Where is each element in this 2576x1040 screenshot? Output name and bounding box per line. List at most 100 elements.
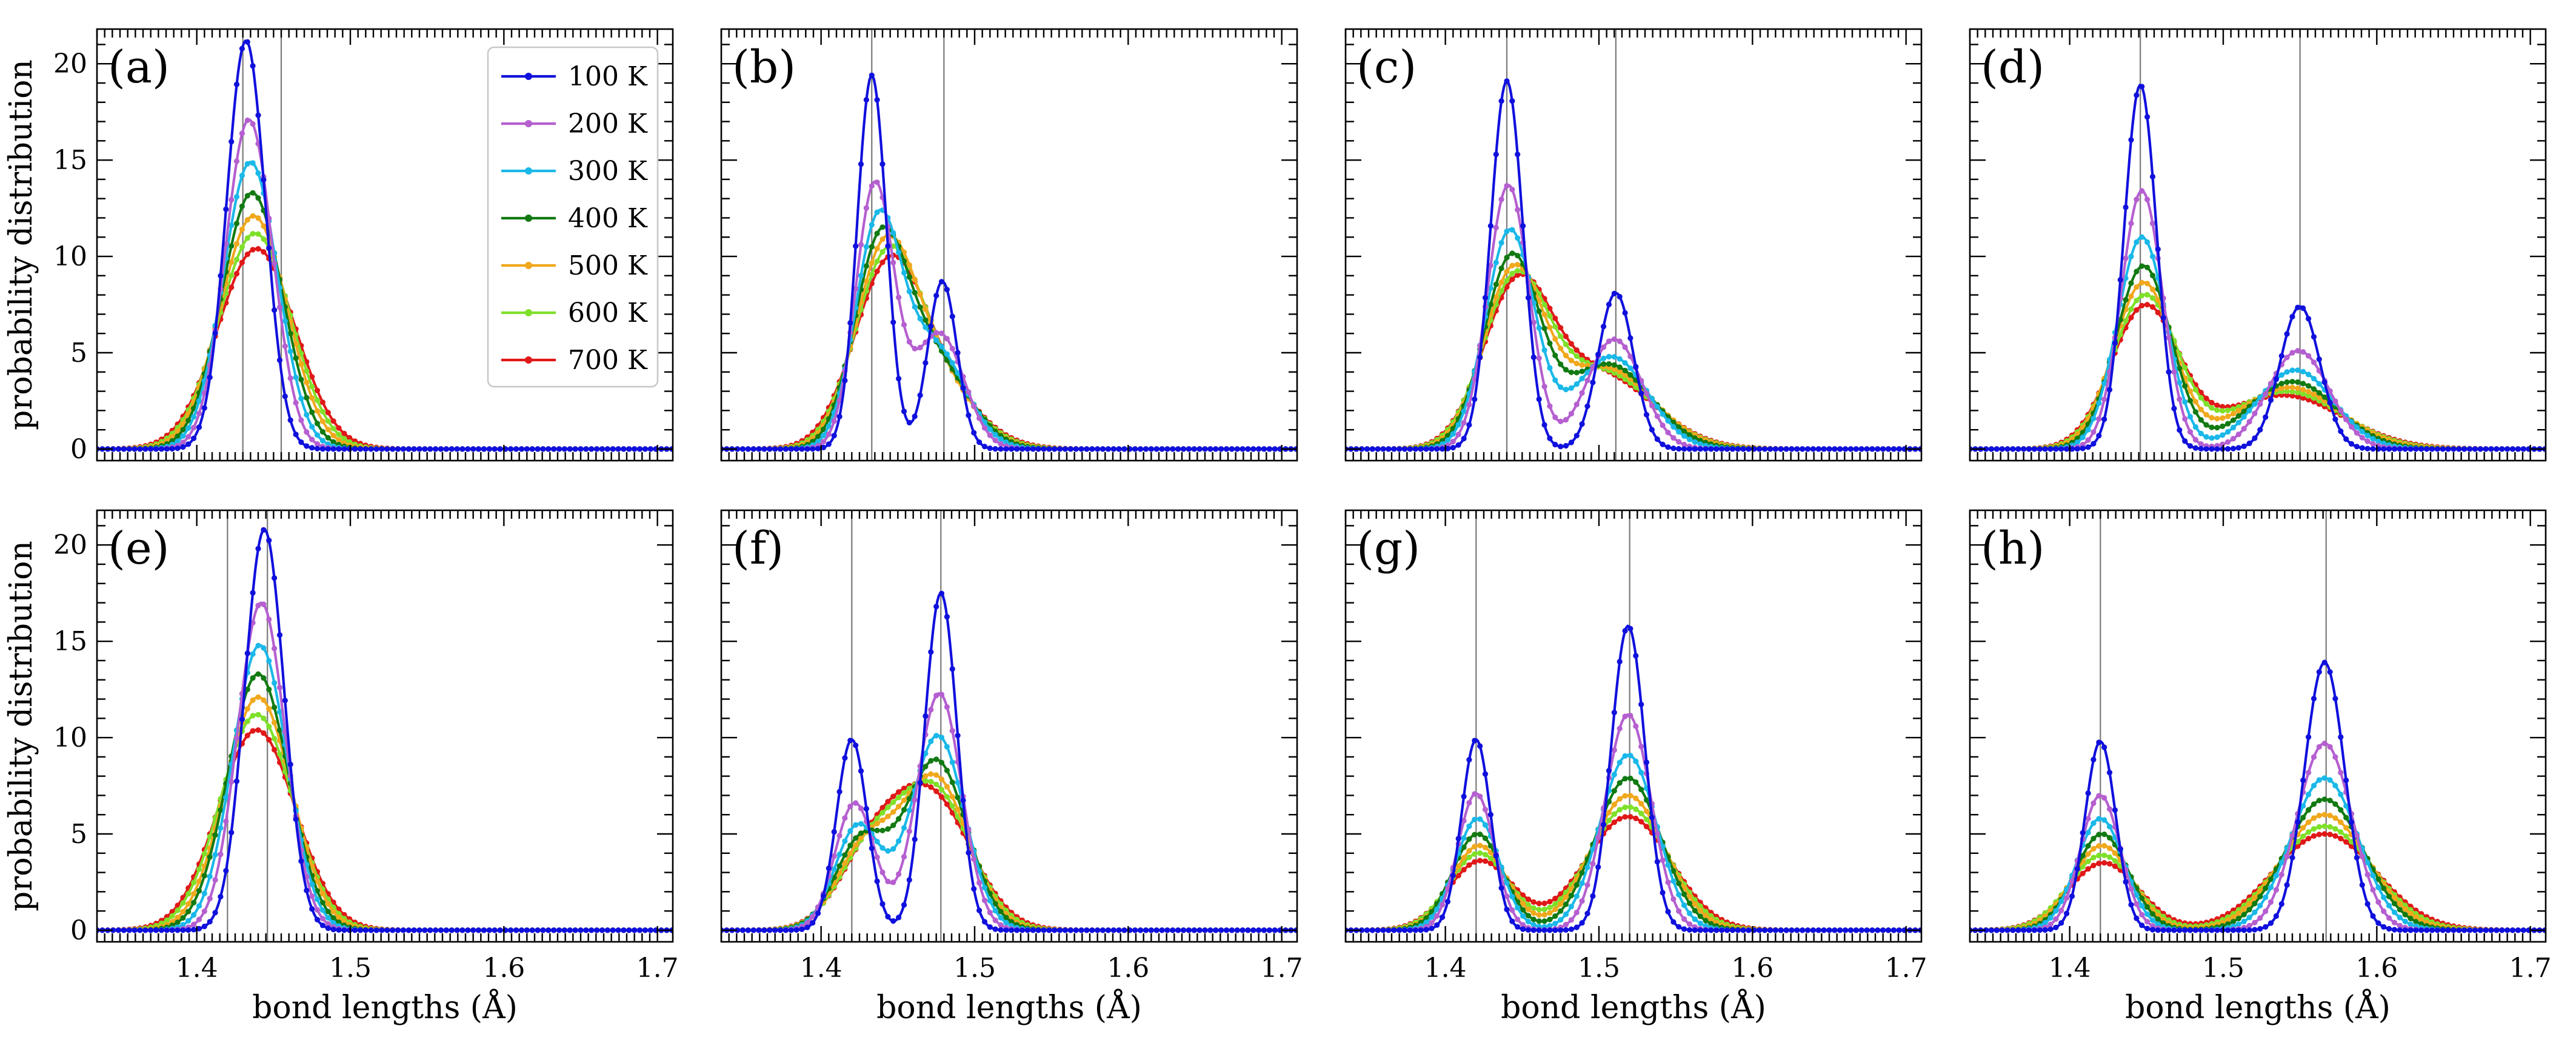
data-point [282, 393, 288, 399]
data-point [1762, 446, 1768, 452]
data-point [2187, 413, 2194, 420]
data-point [287, 761, 293, 767]
data-point [2149, 295, 2156, 301]
data-point [1563, 442, 1569, 449]
data-point [1746, 446, 1752, 452]
data-point [885, 799, 891, 805]
data-point [1622, 360, 1628, 366]
data-point [2407, 446, 2414, 452]
data-point [2198, 441, 2204, 447]
data-point [2192, 387, 2198, 393]
data-point [2155, 297, 2161, 303]
data-point [1062, 446, 1069, 452]
data-point [239, 45, 245, 52]
data-point [1563, 353, 1569, 359]
data-point [2112, 340, 2118, 346]
data-point [2155, 309, 2161, 316]
data-point [971, 403, 977, 409]
data-point [1547, 365, 1553, 371]
data-point [2128, 315, 2134, 321]
data-point [1563, 333, 1569, 339]
data-point [869, 222, 875, 228]
data-point [2295, 393, 2301, 400]
data-point [266, 737, 272, 743]
data-point [319, 907, 326, 913]
data-point [1579, 362, 1585, 368]
data-point [201, 908, 207, 915]
data-point [1654, 404, 1660, 410]
data-point [2263, 391, 2269, 397]
data-point [879, 805, 886, 811]
data-point [1541, 312, 1547, 318]
data-point [1472, 396, 1478, 402]
data-point [1541, 384, 1547, 390]
data-point [2284, 384, 2290, 390]
data-point [1885, 446, 1892, 452]
data-point [2504, 446, 2511, 452]
data-point [2209, 446, 2215, 452]
data-point [2359, 435, 2365, 441]
data-point [411, 446, 417, 452]
data-point [2257, 427, 2263, 433]
data-point [314, 408, 321, 414]
data-point [508, 927, 514, 933]
data-point [2327, 388, 2333, 394]
data-point [1261, 446, 1267, 452]
data-point [255, 712, 261, 718]
data-point [1558, 418, 1564, 424]
data-point [481, 927, 487, 933]
data-point [2026, 446, 2032, 452]
data-point [411, 927, 417, 933]
data-point [115, 927, 122, 933]
data-point [1617, 373, 1623, 379]
data-point [2354, 424, 2360, 430]
data-point [2241, 414, 2247, 420]
data-point [314, 878, 321, 884]
data-point [2230, 406, 2237, 412]
panel: 0 5 10 15 20 probability distribution (a) [3, 28, 674, 465]
data-point [1444, 437, 1451, 443]
data-point [2338, 428, 2344, 435]
ticks [96, 510, 673, 942]
data-point [966, 389, 972, 395]
data-point [879, 259, 886, 265]
data-point [1681, 433, 1687, 439]
data-point [772, 446, 778, 452]
data-point [341, 927, 347, 933]
data-point [2021, 446, 2027, 452]
data-point [261, 645, 267, 651]
data-point [191, 912, 197, 918]
data-point [1515, 272, 1521, 278]
data-point [2289, 384, 2295, 391]
data-point [1579, 421, 1585, 427]
data-point [132, 446, 138, 452]
data-point [987, 432, 993, 438]
data-point [384, 927, 390, 933]
data-point [1272, 446, 1278, 452]
data-point [610, 927, 616, 933]
data-point [185, 425, 192, 432]
data-point [906, 288, 912, 295]
data-point [998, 446, 1004, 452]
data-point [1536, 308, 1542, 315]
data-point [287, 417, 293, 423]
data-point [438, 446, 444, 452]
data-point [1504, 228, 1510, 235]
data-point [2289, 388, 2295, 395]
data-point [556, 927, 562, 933]
data-point [2235, 407, 2241, 414]
data-point [325, 908, 331, 915]
data-point [175, 428, 181, 435]
data-point [1487, 301, 1493, 307]
data-point [207, 919, 213, 925]
data-point [1024, 446, 1030, 452]
data-point [2085, 427, 2091, 433]
data-point [1670, 424, 1677, 430]
data-point [196, 866, 202, 872]
y-tick-label: 10 [53, 241, 87, 272]
data-point [1568, 385, 1574, 391]
data-point [1509, 270, 1515, 276]
data-point [955, 350, 961, 356]
data-point [2177, 396, 2183, 402]
data-point [2171, 369, 2177, 375]
